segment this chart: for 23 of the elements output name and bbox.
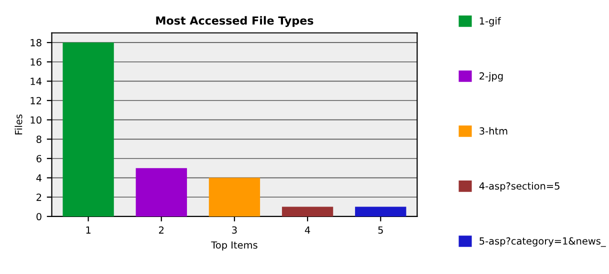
y-tick-label: 2 — [36, 194, 42, 201]
x-tick-label: 1 — [86, 226, 90, 234]
y-tick-label: 6 — [36, 154, 42, 162]
y-tick-label: 8 — [36, 136, 42, 143]
chart-title: Most Accessed File Types — [156, 16, 314, 27]
y-tick-label: 10 — [30, 116, 42, 124]
legend-label: 2-jpg — [480, 72, 503, 82]
x-axis-title: Top Items — [211, 241, 258, 251]
y-tick-label: 14 — [30, 78, 42, 85]
y-tick-label: 16 — [30, 58, 42, 66]
y-tick-label: 18 — [30, 39, 42, 46]
y-axis-title: Files — [14, 114, 22, 134]
y-tick-label: 12 — [30, 96, 42, 104]
legend-label: 5-asp?category=1&news_ — [480, 237, 606, 247]
x-tick-label: 4 — [304, 226, 310, 234]
y-tick-label: 0 — [36, 212, 42, 220]
x-tick-label: 5 — [378, 226, 383, 234]
legend-label: 3-htm — [480, 127, 508, 135]
legend-label: 4-asp?section=5 — [479, 182, 560, 192]
legend-label: 1-gif — [480, 17, 502, 27]
y-tick-label: 4 — [36, 174, 42, 182]
x-tick-label: 3 — [232, 226, 237, 234]
x-tick-label: 2 — [159, 226, 164, 234]
